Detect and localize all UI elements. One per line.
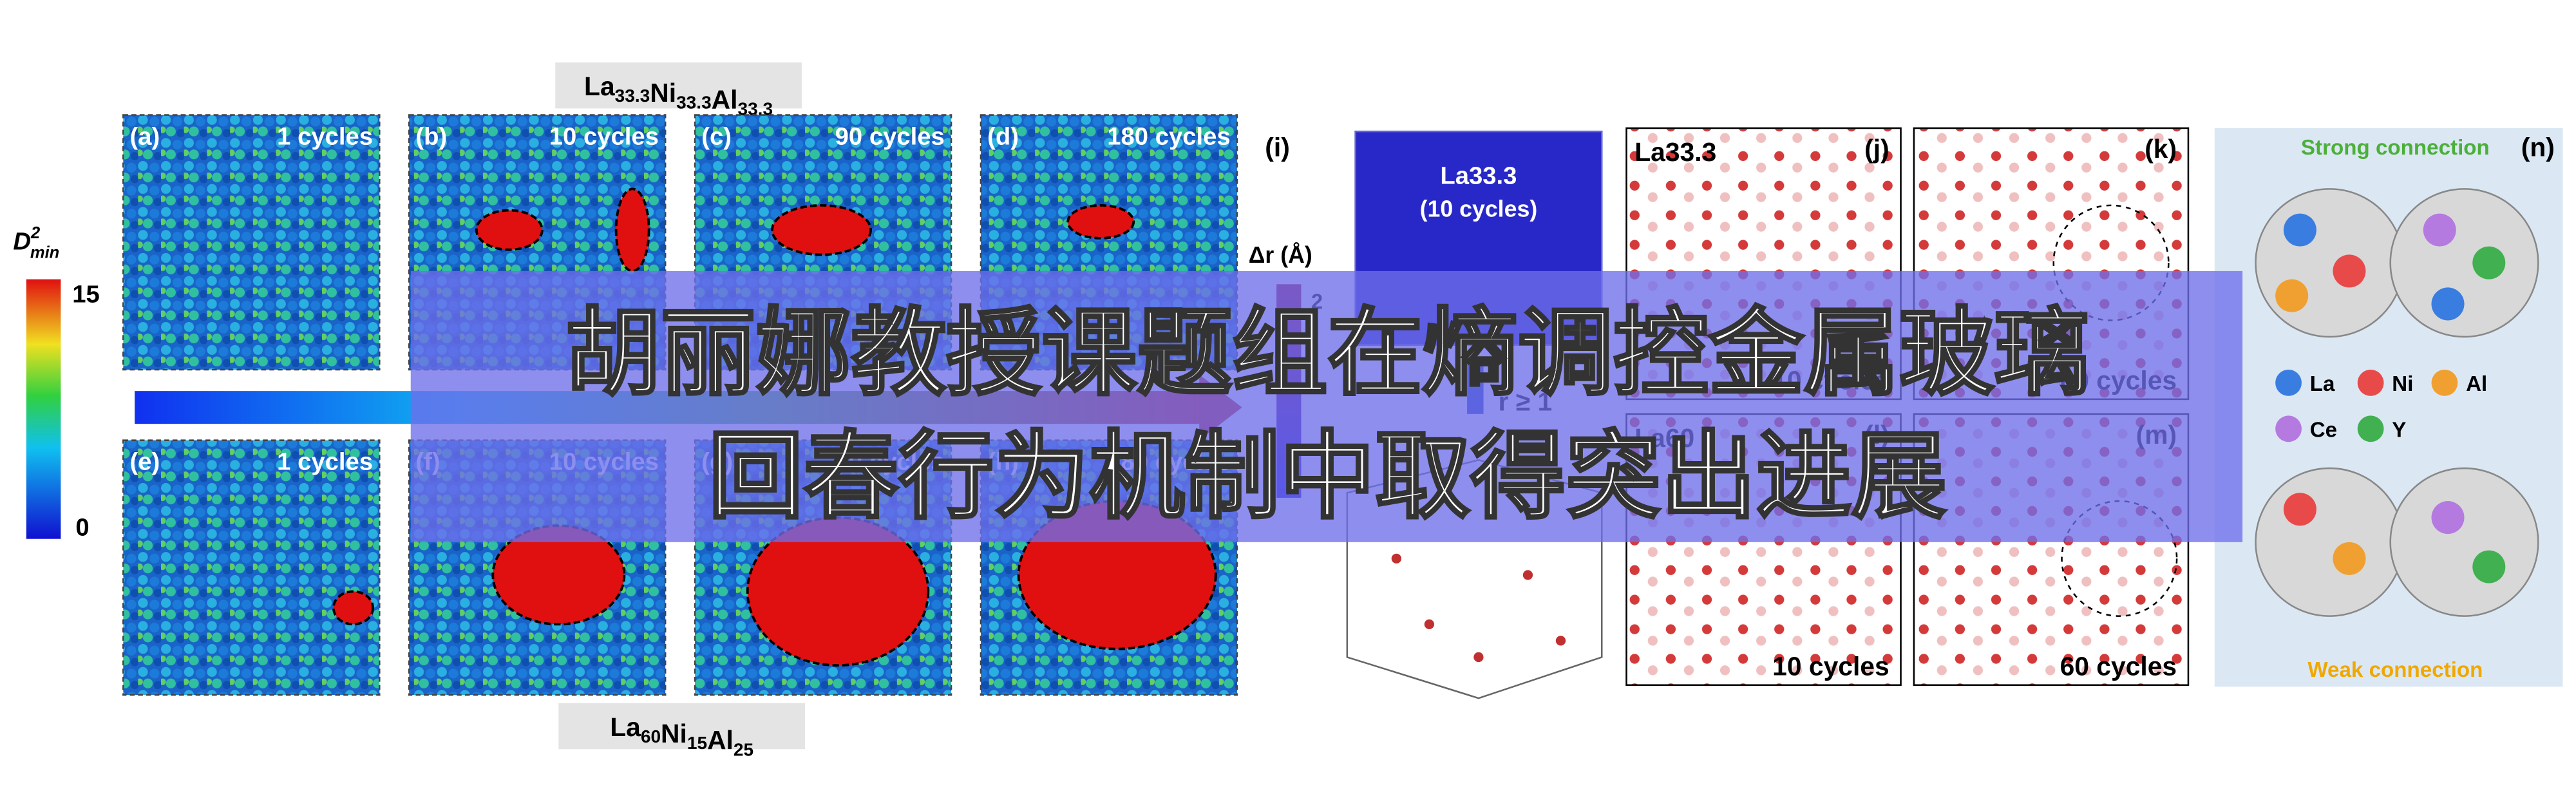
element: Al [712, 84, 738, 114]
colorbar [26, 279, 61, 539]
label: (n) [2521, 132, 2555, 162]
atom [2283, 493, 2316, 526]
symbol: D [13, 228, 31, 256]
atom [2423, 213, 2456, 247]
fraction: 33.3 [676, 92, 712, 112]
label: Al [2466, 372, 2487, 396]
label: (d) [987, 122, 1019, 150]
cluster-ring [2255, 188, 2405, 338]
atom [1522, 570, 1533, 580]
atom [2472, 550, 2506, 583]
label: Weak connection [2307, 658, 2483, 682]
legend-swatch [2357, 369, 2384, 396]
cluster [332, 590, 374, 626]
label: La33.3 [1440, 162, 1517, 190]
atom [2283, 213, 2316, 247]
label: (e) [130, 448, 160, 476]
fraction: 33.3 [615, 86, 650, 106]
atom [2431, 501, 2465, 535]
cluster [614, 187, 650, 272]
label: (k) [2145, 134, 2177, 164]
label: Y [2392, 419, 2406, 442]
colorbar-title: D2 min [13, 224, 59, 262]
element: La [584, 71, 615, 101]
cluster [475, 209, 544, 251]
banner-title: 胡丽娜教授课题组在熵调控金属玻璃 [565, 300, 2090, 406]
label: (b) [415, 122, 447, 150]
element: Al [707, 725, 734, 755]
atom [2472, 246, 2506, 279]
sup: 2 [30, 224, 40, 242]
fraction: 60 [641, 726, 661, 746]
scale-title: Δr (Å) [1249, 242, 1312, 268]
label: La [2310, 372, 2335, 396]
banner-title: 回春行为机制中取得突出进展 [708, 424, 1947, 530]
banner [410, 270, 2243, 542]
atom [2333, 254, 2366, 288]
fraction: 25 [734, 739, 753, 759]
label: 180 cycles [1107, 122, 1230, 150]
label: (a) [130, 122, 160, 150]
atom [1555, 636, 1566, 646]
label: 90 cycles [835, 122, 945, 150]
label: 1 cycles [277, 122, 373, 150]
atom [2333, 542, 2366, 575]
composition-bg [555, 62, 802, 109]
legend-swatch [2431, 369, 2458, 396]
label: 1 cycles [277, 448, 373, 476]
cluster [771, 204, 872, 256]
atom [1473, 652, 1484, 663]
cluster-ring [2255, 467, 2405, 617]
atom [1424, 619, 1435, 630]
cluster-ring [2389, 188, 2539, 338]
atom [1391, 553, 1402, 564]
label: Ce [2310, 419, 2337, 442]
label: (j) [1864, 134, 1889, 164]
label: (i) [1265, 132, 1290, 162]
atom [2275, 279, 2309, 312]
element: La [610, 712, 641, 742]
content: D2 min150La33.3Ni33.3Al33.3La60Ni15Al25(a… [13, 62, 2563, 760]
atom-map [122, 439, 381, 696]
label: (10 cycles) [1420, 196, 1538, 222]
legend-swatch [2357, 415, 2384, 442]
label: Strong connection [2301, 136, 2490, 160]
cluster-ring [2389, 467, 2539, 617]
label: 15 [72, 280, 100, 308]
label: 10 cycles [1772, 651, 1889, 681]
atom [2431, 287, 2465, 321]
element: Ni [650, 78, 676, 108]
fraction: 15 [687, 733, 707, 753]
label: 60 cycles [2060, 651, 2177, 681]
label: 10 cycles [549, 122, 659, 150]
label: Ni [2392, 372, 2413, 396]
composition: La60Ni15Al25 [610, 712, 753, 760]
legend-swatch [2275, 415, 2302, 442]
label: (c) [701, 122, 732, 150]
label: 0 [75, 514, 89, 542]
label: La33.3 [1634, 137, 1716, 167]
element: Ni [661, 719, 687, 748]
sub: min [30, 244, 59, 262]
cluster [1066, 204, 1135, 240]
legend-swatch [2275, 369, 2302, 396]
atom-map [122, 114, 381, 371]
composition-bg [558, 703, 805, 750]
